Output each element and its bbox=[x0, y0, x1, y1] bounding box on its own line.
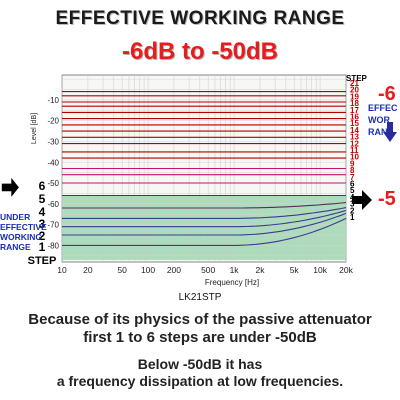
series-line-step-5 bbox=[62, 202, 347, 209]
right-down-arrow-icon bbox=[383, 122, 397, 142]
step-label-2: 2 bbox=[350, 206, 355, 215]
step-label-19: 19 bbox=[350, 92, 359, 101]
right-arrow-icon bbox=[352, 190, 372, 210]
left-annotation-line: UNDER bbox=[0, 212, 31, 222]
step-label-15: 15 bbox=[350, 119, 359, 128]
y-tick-label: -50 bbox=[47, 179, 59, 188]
left-arrow-icon bbox=[1, 177, 19, 197]
left-step-label-1: 1 bbox=[39, 240, 46, 254]
right-annotation-line: RAN bbox=[368, 127, 388, 137]
step-label-14: 14 bbox=[350, 126, 359, 135]
step-label-6: 6 bbox=[350, 180, 355, 189]
x-tick-label: 200 bbox=[167, 265, 181, 275]
series-line-step-2 bbox=[62, 212, 347, 236]
x-tick-label: 1k bbox=[230, 265, 240, 275]
left-annotation-line: EFFECTIVE bbox=[0, 222, 47, 232]
dissipation-note-line: Below -50dB it has bbox=[137, 356, 263, 372]
left-step-label-5: 5 bbox=[39, 192, 46, 206]
series-line-step-3 bbox=[62, 209, 347, 228]
left-step-header: STEP bbox=[28, 255, 57, 267]
chart-title: EFFECTIVE WORKING RANGE bbox=[55, 8, 345, 29]
working-range-band bbox=[62, 195, 346, 260]
y-tick-label: -20 bbox=[47, 117, 59, 126]
x-tick-label: 500 bbox=[201, 265, 215, 275]
x-tick-label: 5k bbox=[290, 265, 300, 275]
left-step-label-6: 6 bbox=[39, 179, 46, 193]
right-annotation: EFFEC WOR RAN bbox=[368, 102, 400, 138]
step-label-17: 17 bbox=[350, 106, 359, 115]
x-axis-label: Frequency [Hz] bbox=[205, 278, 259, 287]
physics-note-line: Because of its physics of the passive at… bbox=[28, 311, 372, 328]
step-label-12: 12 bbox=[350, 139, 359, 148]
y-tick-label: -10 bbox=[47, 96, 59, 105]
left-step-label-2: 2 bbox=[39, 229, 46, 243]
x-tick-label: 10k bbox=[313, 265, 327, 275]
step-label-1: 1 bbox=[350, 213, 355, 222]
step-label-8: 8 bbox=[350, 166, 355, 175]
y-axis-label: Level [dB] bbox=[31, 113, 38, 144]
x-tick-label: 50 bbox=[117, 265, 127, 275]
series-line-step-4 bbox=[62, 207, 347, 219]
step-label-11: 11 bbox=[350, 146, 359, 155]
left-step-label-4: 4 bbox=[39, 205, 46, 219]
right-annotation-bottom: -5 bbox=[378, 188, 396, 210]
step-label-10: 10 bbox=[350, 153, 359, 162]
right-annotation-line: WOR bbox=[368, 115, 390, 125]
step-header: STEP bbox=[346, 74, 368, 83]
y-tick-label: -70 bbox=[47, 221, 59, 230]
x-tick-label: 20 bbox=[83, 265, 93, 275]
x-tick-label: 2k bbox=[255, 265, 265, 275]
left-annotation-line: RANGE bbox=[0, 242, 31, 252]
x-tick-label: 20k bbox=[339, 265, 353, 275]
dissipation-note-line: a frequency dissipation at low frequenci… bbox=[56, 373, 344, 389]
y-tick-label: -60 bbox=[47, 200, 59, 209]
left-annotation: UNDER EFFECTIVE WORKING RANGE bbox=[0, 212, 52, 252]
physics-note-line: first 1 to 6 steps are under -50dB bbox=[83, 329, 317, 346]
step-label-13: 13 bbox=[350, 133, 359, 142]
y-tick-label: -30 bbox=[47, 137, 59, 146]
step-label-20: 20 bbox=[350, 86, 359, 95]
step-label-21: 21 bbox=[350, 79, 359, 88]
model-label: LK21STP bbox=[178, 292, 222, 303]
step-label-3: 3 bbox=[350, 200, 355, 209]
step-label-5: 5 bbox=[350, 186, 355, 195]
series-line-step-1 bbox=[62, 217, 347, 246]
right-annotation-line: EFFEC bbox=[368, 103, 398, 113]
physics-note: Because of its physics of the passive at… bbox=[0, 311, 400, 347]
left-step-label-3: 3 bbox=[39, 217, 46, 231]
step-label-9: 9 bbox=[350, 159, 355, 168]
step-label-16: 16 bbox=[350, 113, 359, 122]
step-label-7: 7 bbox=[350, 173, 355, 182]
x-tick-label: 10 bbox=[57, 265, 67, 275]
range-subtitle: -6dB to -50dB bbox=[122, 38, 278, 65]
dissipation-note: Below -50dB it has a frequency dissipati… bbox=[0, 356, 400, 390]
y-tick-label: -40 bbox=[47, 158, 59, 167]
right-annotation-top: -6 bbox=[378, 83, 396, 105]
x-tick-label: 100 bbox=[141, 265, 155, 275]
y-tick-label: -80 bbox=[47, 241, 59, 250]
step-label-18: 18 bbox=[350, 99, 359, 108]
frequency-response-chart: 212019181716151413121110987654321STEP-10… bbox=[1, 74, 397, 287]
left-annotation-line: WORKING bbox=[0, 232, 43, 242]
